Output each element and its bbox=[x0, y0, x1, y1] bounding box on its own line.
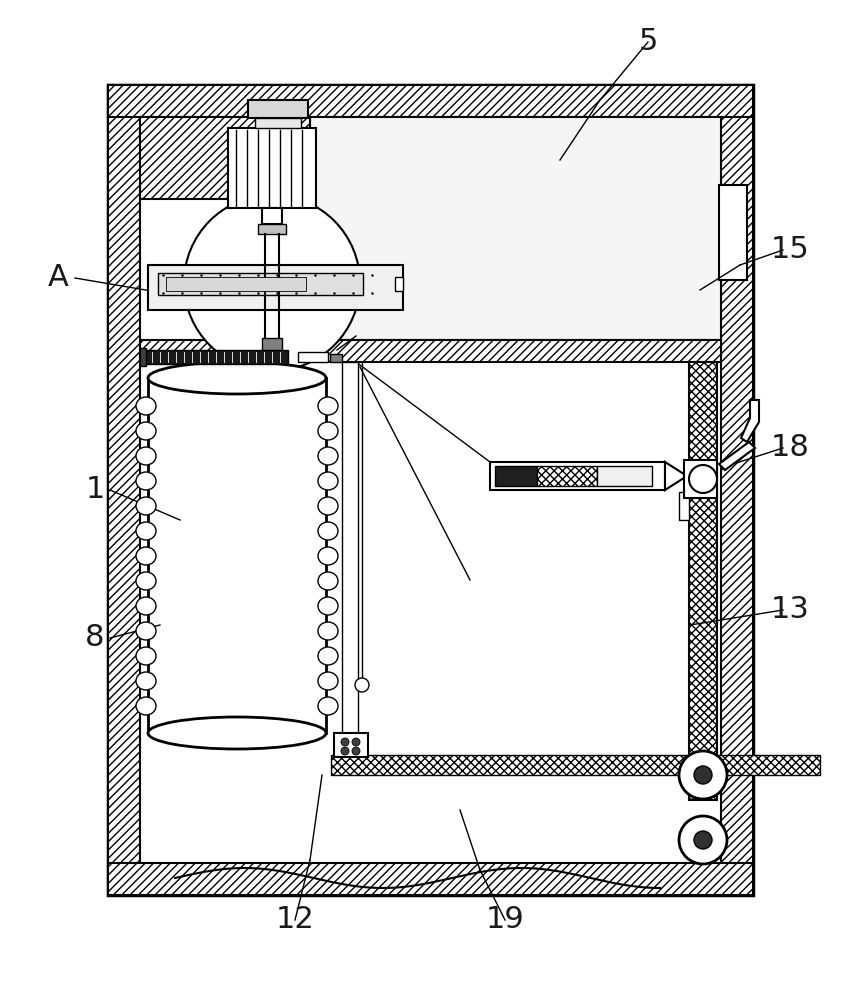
Ellipse shape bbox=[318, 497, 338, 515]
Text: 18: 18 bbox=[770, 434, 809, 462]
Bar bbox=[334, 733, 368, 757]
Circle shape bbox=[679, 751, 727, 799]
Bar bbox=[108, 863, 753, 895]
Ellipse shape bbox=[136, 397, 156, 415]
Ellipse shape bbox=[136, 572, 156, 590]
Circle shape bbox=[694, 766, 712, 784]
Ellipse shape bbox=[136, 672, 156, 690]
Bar bbox=[108, 85, 753, 117]
Bar bbox=[166, 277, 306, 291]
Ellipse shape bbox=[136, 422, 156, 440]
Bar bbox=[310, 117, 721, 340]
Bar bbox=[140, 117, 310, 199]
Polygon shape bbox=[719, 442, 755, 470]
Bar bbox=[597, 466, 652, 486]
Bar bbox=[721, 85, 753, 895]
Polygon shape bbox=[665, 462, 687, 490]
Text: 1: 1 bbox=[85, 476, 105, 504]
Ellipse shape bbox=[318, 697, 338, 715]
Bar bbox=[537, 466, 597, 486]
Bar bbox=[330, 354, 342, 362]
Bar bbox=[140, 348, 146, 366]
Bar bbox=[108, 85, 140, 895]
Bar bbox=[689, 362, 717, 800]
Bar bbox=[262, 208, 282, 224]
Bar bbox=[248, 100, 308, 118]
Text: 15: 15 bbox=[770, 235, 809, 264]
Bar bbox=[395, 277, 403, 291]
Ellipse shape bbox=[148, 362, 326, 394]
Ellipse shape bbox=[318, 672, 338, 690]
Bar bbox=[342, 362, 358, 760]
Text: 13: 13 bbox=[770, 595, 809, 624]
Ellipse shape bbox=[318, 422, 338, 440]
Bar bbox=[258, 224, 286, 234]
Ellipse shape bbox=[318, 647, 338, 665]
Ellipse shape bbox=[136, 597, 156, 615]
Ellipse shape bbox=[318, 472, 338, 490]
Circle shape bbox=[341, 747, 349, 755]
Circle shape bbox=[694, 831, 712, 849]
Ellipse shape bbox=[318, 622, 338, 640]
Text: 12: 12 bbox=[276, 906, 314, 934]
Ellipse shape bbox=[136, 497, 156, 515]
Ellipse shape bbox=[136, 522, 156, 540]
Bar bbox=[108, 85, 753, 895]
Text: A: A bbox=[48, 263, 68, 292]
Text: 8: 8 bbox=[85, 624, 105, 652]
Ellipse shape bbox=[136, 697, 156, 715]
Ellipse shape bbox=[318, 522, 338, 540]
Circle shape bbox=[184, 195, 360, 371]
Circle shape bbox=[355, 678, 369, 692]
Bar bbox=[490, 462, 665, 490]
Bar bbox=[158, 273, 363, 295]
Bar bbox=[679, 492, 689, 520]
Ellipse shape bbox=[148, 717, 326, 749]
Bar bbox=[140, 350, 288, 364]
Circle shape bbox=[341, 738, 349, 746]
Bar bbox=[148, 265, 403, 310]
Ellipse shape bbox=[136, 547, 156, 565]
Bar bbox=[687, 464, 689, 488]
Bar bbox=[719, 185, 747, 280]
Circle shape bbox=[352, 747, 360, 755]
Bar bbox=[255, 118, 301, 128]
Text: 19: 19 bbox=[486, 906, 524, 934]
Ellipse shape bbox=[136, 647, 156, 665]
Bar bbox=[298, 352, 328, 362]
Ellipse shape bbox=[318, 572, 338, 590]
Ellipse shape bbox=[318, 447, 338, 465]
Bar bbox=[495, 466, 537, 486]
Ellipse shape bbox=[318, 397, 338, 415]
Bar bbox=[262, 338, 282, 352]
Bar bbox=[331, 755, 820, 775]
Circle shape bbox=[689, 465, 717, 493]
Bar bbox=[228, 128, 316, 208]
Bar bbox=[148, 378, 326, 733]
Ellipse shape bbox=[136, 622, 156, 640]
Text: 5: 5 bbox=[638, 27, 658, 56]
Bar bbox=[684, 460, 717, 498]
Ellipse shape bbox=[136, 447, 156, 465]
Ellipse shape bbox=[136, 472, 156, 490]
Polygon shape bbox=[741, 400, 759, 442]
Ellipse shape bbox=[318, 597, 338, 615]
Circle shape bbox=[352, 738, 360, 746]
Ellipse shape bbox=[318, 547, 338, 565]
Circle shape bbox=[679, 816, 727, 864]
Bar bbox=[140, 340, 721, 362]
